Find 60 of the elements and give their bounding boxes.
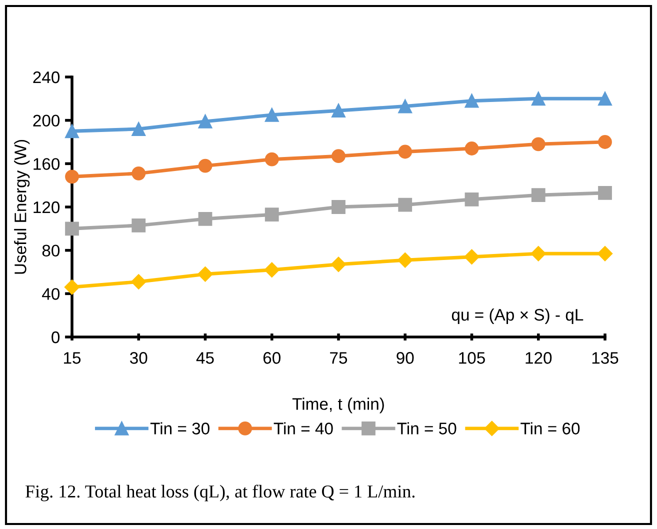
y-tick-label: 200 (33, 114, 60, 127)
y-tick-label: 40 (42, 288, 60, 300)
point (64, 280, 80, 295)
point (198, 114, 212, 128)
y-tick-label: 240 (33, 71, 60, 84)
y-tick-label: 120 (34, 201, 60, 214)
legend-label: Tin = 40 (274, 422, 333, 434)
point (598, 186, 612, 200)
point (398, 144, 412, 159)
point (264, 208, 279, 222)
point (65, 222, 79, 236)
annotation: qu = (Ap × S) - qL (452, 308, 584, 324)
point (330, 256, 346, 272)
point (332, 104, 346, 118)
x-tick-label: 75 (330, 352, 348, 364)
point (65, 124, 79, 138)
x-tick-label: 60 (263, 352, 280, 364)
y-tick-label: 160 (34, 158, 60, 170)
point (398, 252, 413, 268)
point (464, 249, 480, 264)
x-axis-title: Time, t (min) (292, 398, 384, 414)
point (132, 218, 146, 232)
point (531, 188, 546, 202)
point (597, 246, 613, 262)
y-tick-label: 0 (52, 331, 60, 344)
x-tick-label: 135 (592, 352, 618, 364)
point (132, 166, 146, 180)
point (332, 149, 346, 164)
legend-label: Tin = 50 (397, 422, 456, 434)
point (264, 152, 279, 166)
x-tick-label: 120 (526, 352, 552, 364)
x-tick-label: 45 (196, 352, 214, 364)
y-tick-label: 80 (42, 244, 60, 257)
point (264, 108, 279, 122)
x-tick-label: 105 (459, 352, 485, 364)
point (464, 94, 479, 108)
point (598, 135, 612, 149)
point (531, 92, 546, 106)
legend-label: Tin = 30 (150, 422, 210, 434)
point (530, 246, 546, 262)
x-tick-label: 90 (396, 352, 414, 364)
point (398, 99, 412, 114)
point (132, 122, 146, 136)
point (198, 266, 213, 282)
point (65, 170, 79, 184)
caption: Fig. 12. Total heat loss (qL), at flow rate Q = 1 L/min. (26, 484, 415, 502)
x-tick-label: 30 (130, 352, 148, 364)
x-tick-label: 15 (64, 352, 81, 364)
point (332, 200, 346, 214)
point (264, 262, 280, 278)
point (198, 212, 212, 226)
point (464, 142, 479, 156)
legend-label: Tin = 60 (520, 422, 580, 434)
point (131, 274, 146, 290)
point (398, 198, 412, 212)
point (464, 192, 479, 206)
point (598, 92, 612, 106)
point (198, 158, 212, 173)
y-axis-title: Useful Energy (W) (14, 140, 30, 274)
point (531, 137, 546, 152)
